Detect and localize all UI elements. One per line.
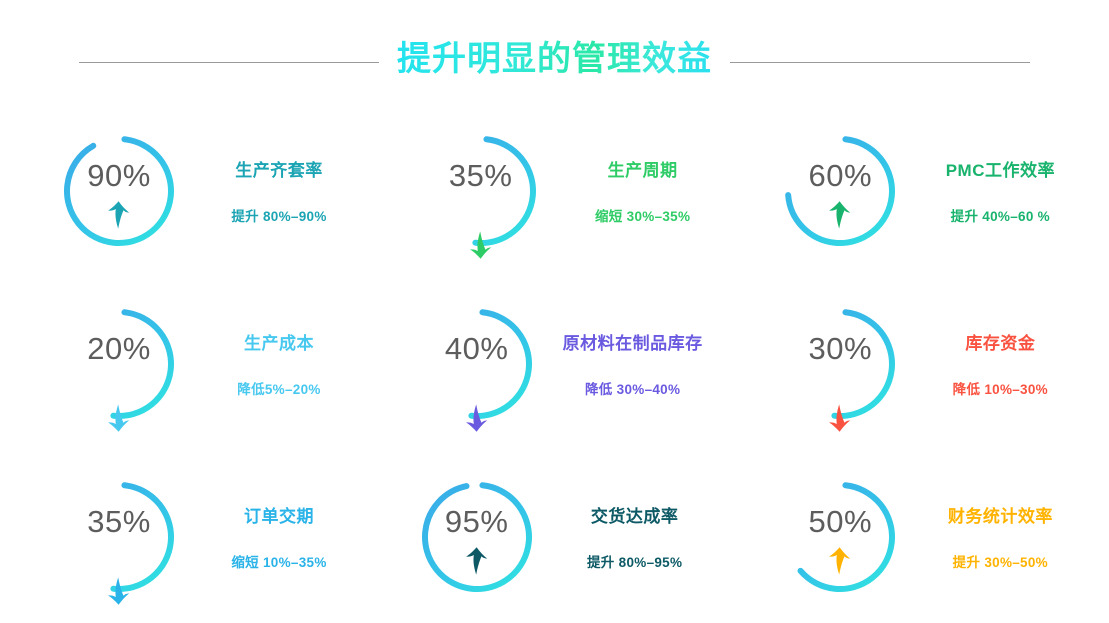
header-rule-right	[730, 61, 1030, 63]
arrow-down-icon	[107, 546, 131, 605]
gauge: 35%	[60, 478, 178, 605]
metric-labels: 原材料在制品库存降低 30%–40%	[558, 329, 708, 398]
page-header: 提升明显的管理效益	[0, 34, 1109, 90]
metric-subtitle: 缩短 30%–35%	[595, 209, 691, 224]
arrow-down-icon	[107, 373, 131, 432]
metric-card: 95% 交货达成率提升 80%–95%	[370, 450, 740, 623]
metric-title: 生产周期	[607, 161, 678, 180]
gauge: 50%	[781, 478, 899, 596]
metric-card: 30% 库存资金降低 10%–30%	[739, 277, 1109, 450]
metric-labels: 财务统计效率提升 30%–50%	[925, 502, 1075, 571]
page-title: 提升明显的管理效益	[397, 39, 712, 84]
metric-labels: 生产齐套率提升 80%–90%	[204, 156, 354, 225]
metric-subtitle: 提升 40%–60 %	[950, 209, 1050, 224]
metric-title: 原材料在制品库存	[562, 334, 703, 353]
gauge: 20%	[60, 305, 178, 432]
arrow-down-icon	[828, 373, 852, 432]
gauge-ring	[785, 135, 896, 246]
metric-title: 交货达成率	[590, 507, 679, 526]
metric-card: 50% 财务统计效率提升 30%–50%	[739, 450, 1109, 623]
metric-labels: 交货达成率提升 80%–95%	[560, 502, 710, 571]
gauge-percent-value: 95%	[444, 503, 509, 539]
gauge-ring	[421, 308, 532, 419]
gauge: 35%	[422, 132, 540, 259]
gauge-percent-value: 60%	[808, 157, 873, 193]
metric-subtitle: 降低5%–20%	[237, 382, 321, 397]
gauge-ring	[425, 135, 536, 246]
arrow-up-icon	[828, 546, 852, 576]
metric-subtitle: 降低 30%–40%	[585, 382, 681, 397]
gauge-percent-value: 30%	[808, 330, 873, 366]
metric-title: PMC工作效率	[945, 161, 1055, 180]
metric-card: 60% PMC工作效率提升 40%–60 %	[739, 104, 1109, 277]
gauge: 60%	[781, 132, 899, 250]
arrow-up-icon	[465, 546, 489, 576]
metric-title: 生产成本	[244, 334, 314, 353]
metric-subtitle: 缩短 10%–35%	[231, 555, 327, 570]
metric-title: 订单交期	[244, 507, 314, 526]
gauge: 40%	[418, 305, 536, 432]
metric-labels: 生产周期缩短 30%–35%	[568, 156, 718, 225]
metric-labels: 生产成本降低5%–20%	[204, 329, 354, 398]
metric-title: 库存资金	[965, 334, 1036, 353]
metric-title: 生产齐套率	[235, 161, 323, 180]
arrow-down-icon	[469, 200, 493, 259]
metric-card: 40% 原材料在制品库存降低 30%–40%	[370, 277, 740, 450]
metric-subtitle: 提升 80%–95%	[587, 555, 683, 570]
gauge-percent-value: 50%	[808, 503, 873, 539]
arrow-up-icon	[828, 200, 852, 230]
gauge-ring	[785, 481, 896, 592]
header-rule-left	[79, 61, 379, 63]
gauge-percent-value: 35%	[87, 503, 151, 539]
gauge-ring	[64, 481, 174, 592]
arrow-up-icon	[107, 200, 131, 230]
arrow-down-icon	[465, 373, 489, 432]
metric-card: 35% 订单交期缩短 10%–35%	[0, 450, 370, 623]
gauge-percent-value: 40%	[444, 330, 509, 366]
gauge-percent-value: 35%	[448, 157, 513, 193]
metric-subtitle: 降低 10%–30%	[952, 382, 1048, 397]
gauge: 30%	[781, 305, 899, 432]
gauge-percent-value: 90%	[87, 157, 151, 193]
gauge-ring	[421, 481, 532, 592]
metric-labels: 库存资金降低 10%–30%	[925, 329, 1075, 398]
metrics-grid: 90% 生产齐套率提升 80%–90% 35% 生产周期缩短 30%–35% 60% PM…	[0, 104, 1109, 623]
metric-labels: PMC工作效率提升 40%–60 %	[925, 156, 1075, 225]
metric-card: 20% 生产成本降低5%–20%	[0, 277, 370, 450]
metric-card: 90% 生产齐套率提升 80%–90%	[0, 104, 370, 277]
gauge-ring	[64, 135, 174, 246]
gauge-ring	[64, 308, 174, 419]
gauge-ring	[785, 308, 896, 419]
metric-subtitle: 提升 80%–90%	[231, 209, 327, 224]
metric-title: 财务统计效率	[947, 507, 1053, 526]
metric-labels: 订单交期缩短 10%–35%	[204, 502, 354, 571]
metric-card: 35% 生产周期缩短 30%–35%	[370, 104, 740, 277]
gauge: 90%	[60, 132, 178, 250]
gauge: 95%	[418, 478, 536, 596]
gauge-percent-value: 20%	[87, 330, 151, 366]
metric-subtitle: 提升 30%–50%	[952, 555, 1048, 570]
